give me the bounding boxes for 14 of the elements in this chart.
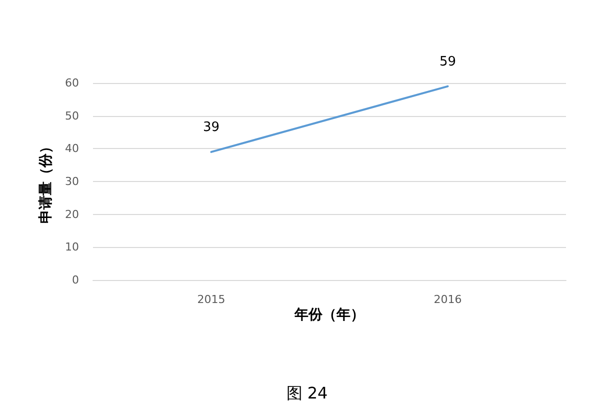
y-tick-label: 30 xyxy=(65,175,79,188)
x-axis-title: 年份（年） xyxy=(294,307,364,323)
x-tick-label: 2016 xyxy=(434,293,462,306)
x-tick-label: 2015 xyxy=(197,293,226,306)
caption: 图 24 xyxy=(286,384,328,402)
y-axis-title: 申请量（份） xyxy=(38,140,54,224)
y-tick-label: 40 xyxy=(65,142,79,156)
y-tick-label: 0 xyxy=(72,274,79,286)
y-tick-label: 60 xyxy=(65,76,79,90)
y-tick-label: 20 xyxy=(65,208,79,221)
data-label: 39 xyxy=(202,120,220,135)
data-label: 59 xyxy=(439,54,456,70)
y-tick-label: 50 xyxy=(65,109,79,122)
y-tick-label: 10 xyxy=(65,240,79,254)
